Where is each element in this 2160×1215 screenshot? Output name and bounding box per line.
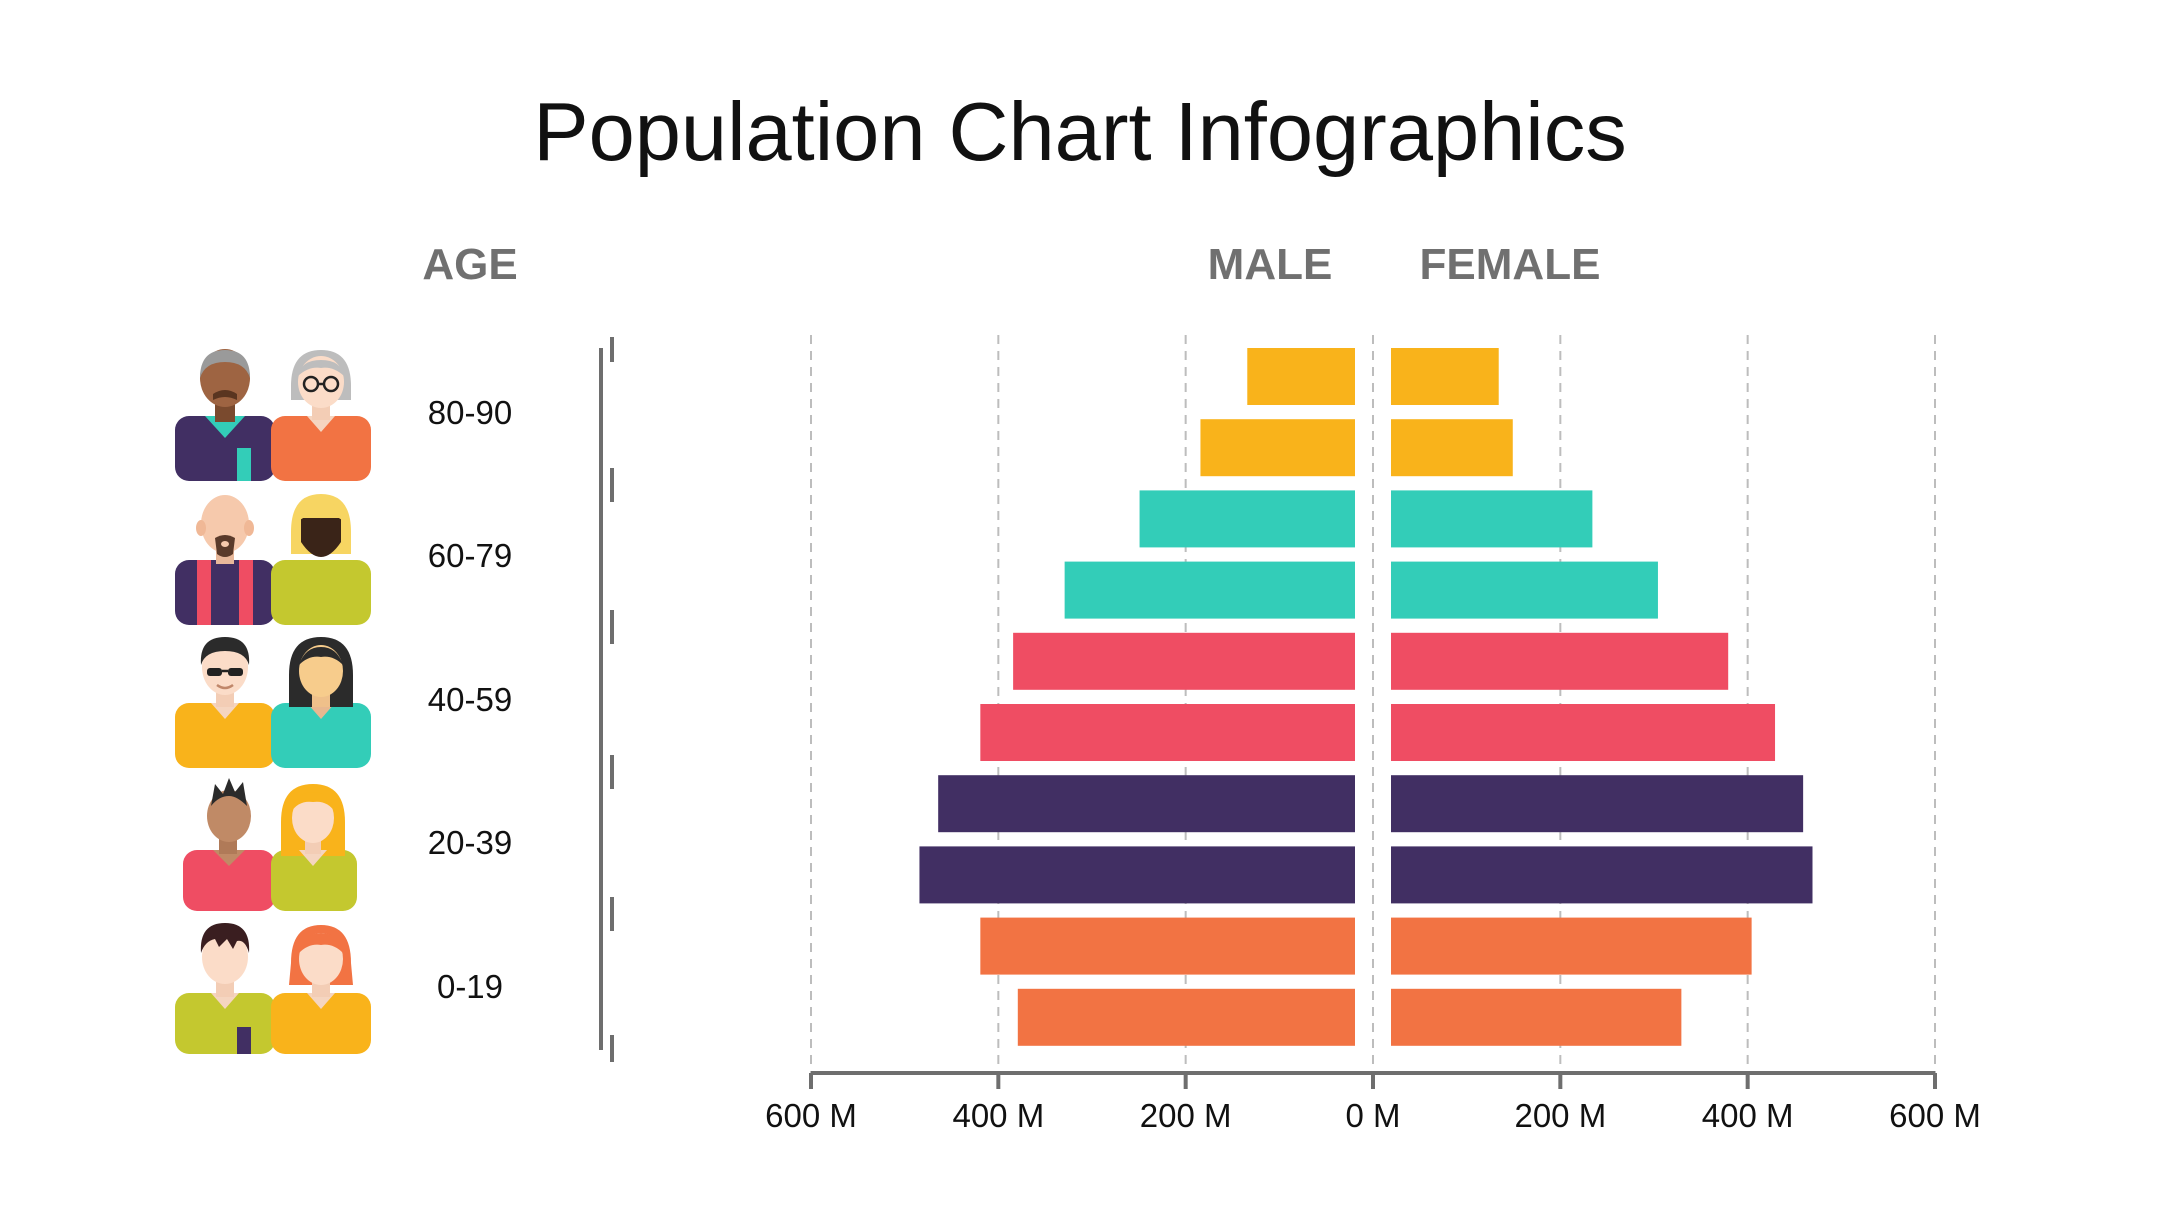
age-label-40-59: 40-59 xyxy=(427,681,513,718)
young-woman-icon xyxy=(271,784,357,911)
age-label-20-39: 20-39 xyxy=(427,824,513,861)
bar-female-60-79 xyxy=(1391,561,1658,619)
bar-male-20-39 xyxy=(938,775,1355,833)
bald-bearded-man-icon xyxy=(175,495,275,625)
x-tick-label: 0 M xyxy=(1345,1097,1400,1134)
male-header: MALE xyxy=(1207,240,1333,289)
bar-female-0-19 xyxy=(1391,988,1682,1046)
bar-male-80-90 xyxy=(1247,348,1355,405)
age-label-60-79: 60-79 xyxy=(427,537,513,574)
bar-female-80-90 xyxy=(1391,348,1499,405)
elderly-man-icon xyxy=(175,349,275,481)
bar-male-60-79 xyxy=(1139,490,1355,548)
x-tick-label: 200 M xyxy=(1514,1097,1606,1134)
bar-male-40-59 xyxy=(1013,632,1355,690)
bar-male-80-90 xyxy=(1200,419,1355,477)
chart-title: Population Chart Infographics xyxy=(533,85,1627,178)
bar-female-40-59 xyxy=(1391,632,1729,690)
mohawk-man-icon xyxy=(183,778,275,911)
female-header: FEMALE xyxy=(1419,240,1601,289)
bar-female-20-39 xyxy=(1391,775,1804,833)
bar-male-40-59 xyxy=(980,704,1355,761)
bar-female-20-39 xyxy=(1391,846,1813,904)
x-tick-label: 600 M xyxy=(765,1097,857,1134)
boy-icon xyxy=(175,923,275,1054)
elderly-woman-icon xyxy=(271,350,371,481)
bar-male-60-79 xyxy=(1064,561,1355,619)
bar-female-80-90 xyxy=(1391,419,1513,477)
bar-male-20-39 xyxy=(919,846,1355,904)
age-header: AGE xyxy=(422,240,518,289)
blonde-woman-icon xyxy=(271,494,371,625)
bar-male-0-19 xyxy=(1017,988,1355,1046)
bar-female-0-19 xyxy=(1391,917,1752,975)
bar-female-60-79 xyxy=(1391,490,1593,548)
x-tick-label: 600 M xyxy=(1889,1097,1981,1134)
bar-female-40-59 xyxy=(1391,704,1776,761)
girl-icon xyxy=(271,925,371,1054)
x-tick-label: 400 M xyxy=(1702,1097,1794,1134)
x-tick-label: 200 M xyxy=(1140,1097,1232,1134)
x-tick-label: 400 M xyxy=(952,1097,1044,1134)
man-sunglasses-icon xyxy=(175,637,275,768)
age-label-80-90: 80-90 xyxy=(427,394,513,431)
bar-male-0-19 xyxy=(980,917,1355,975)
dark-hair-woman-icon xyxy=(271,637,371,768)
age-label-0-19: 0-19 xyxy=(436,968,504,1005)
